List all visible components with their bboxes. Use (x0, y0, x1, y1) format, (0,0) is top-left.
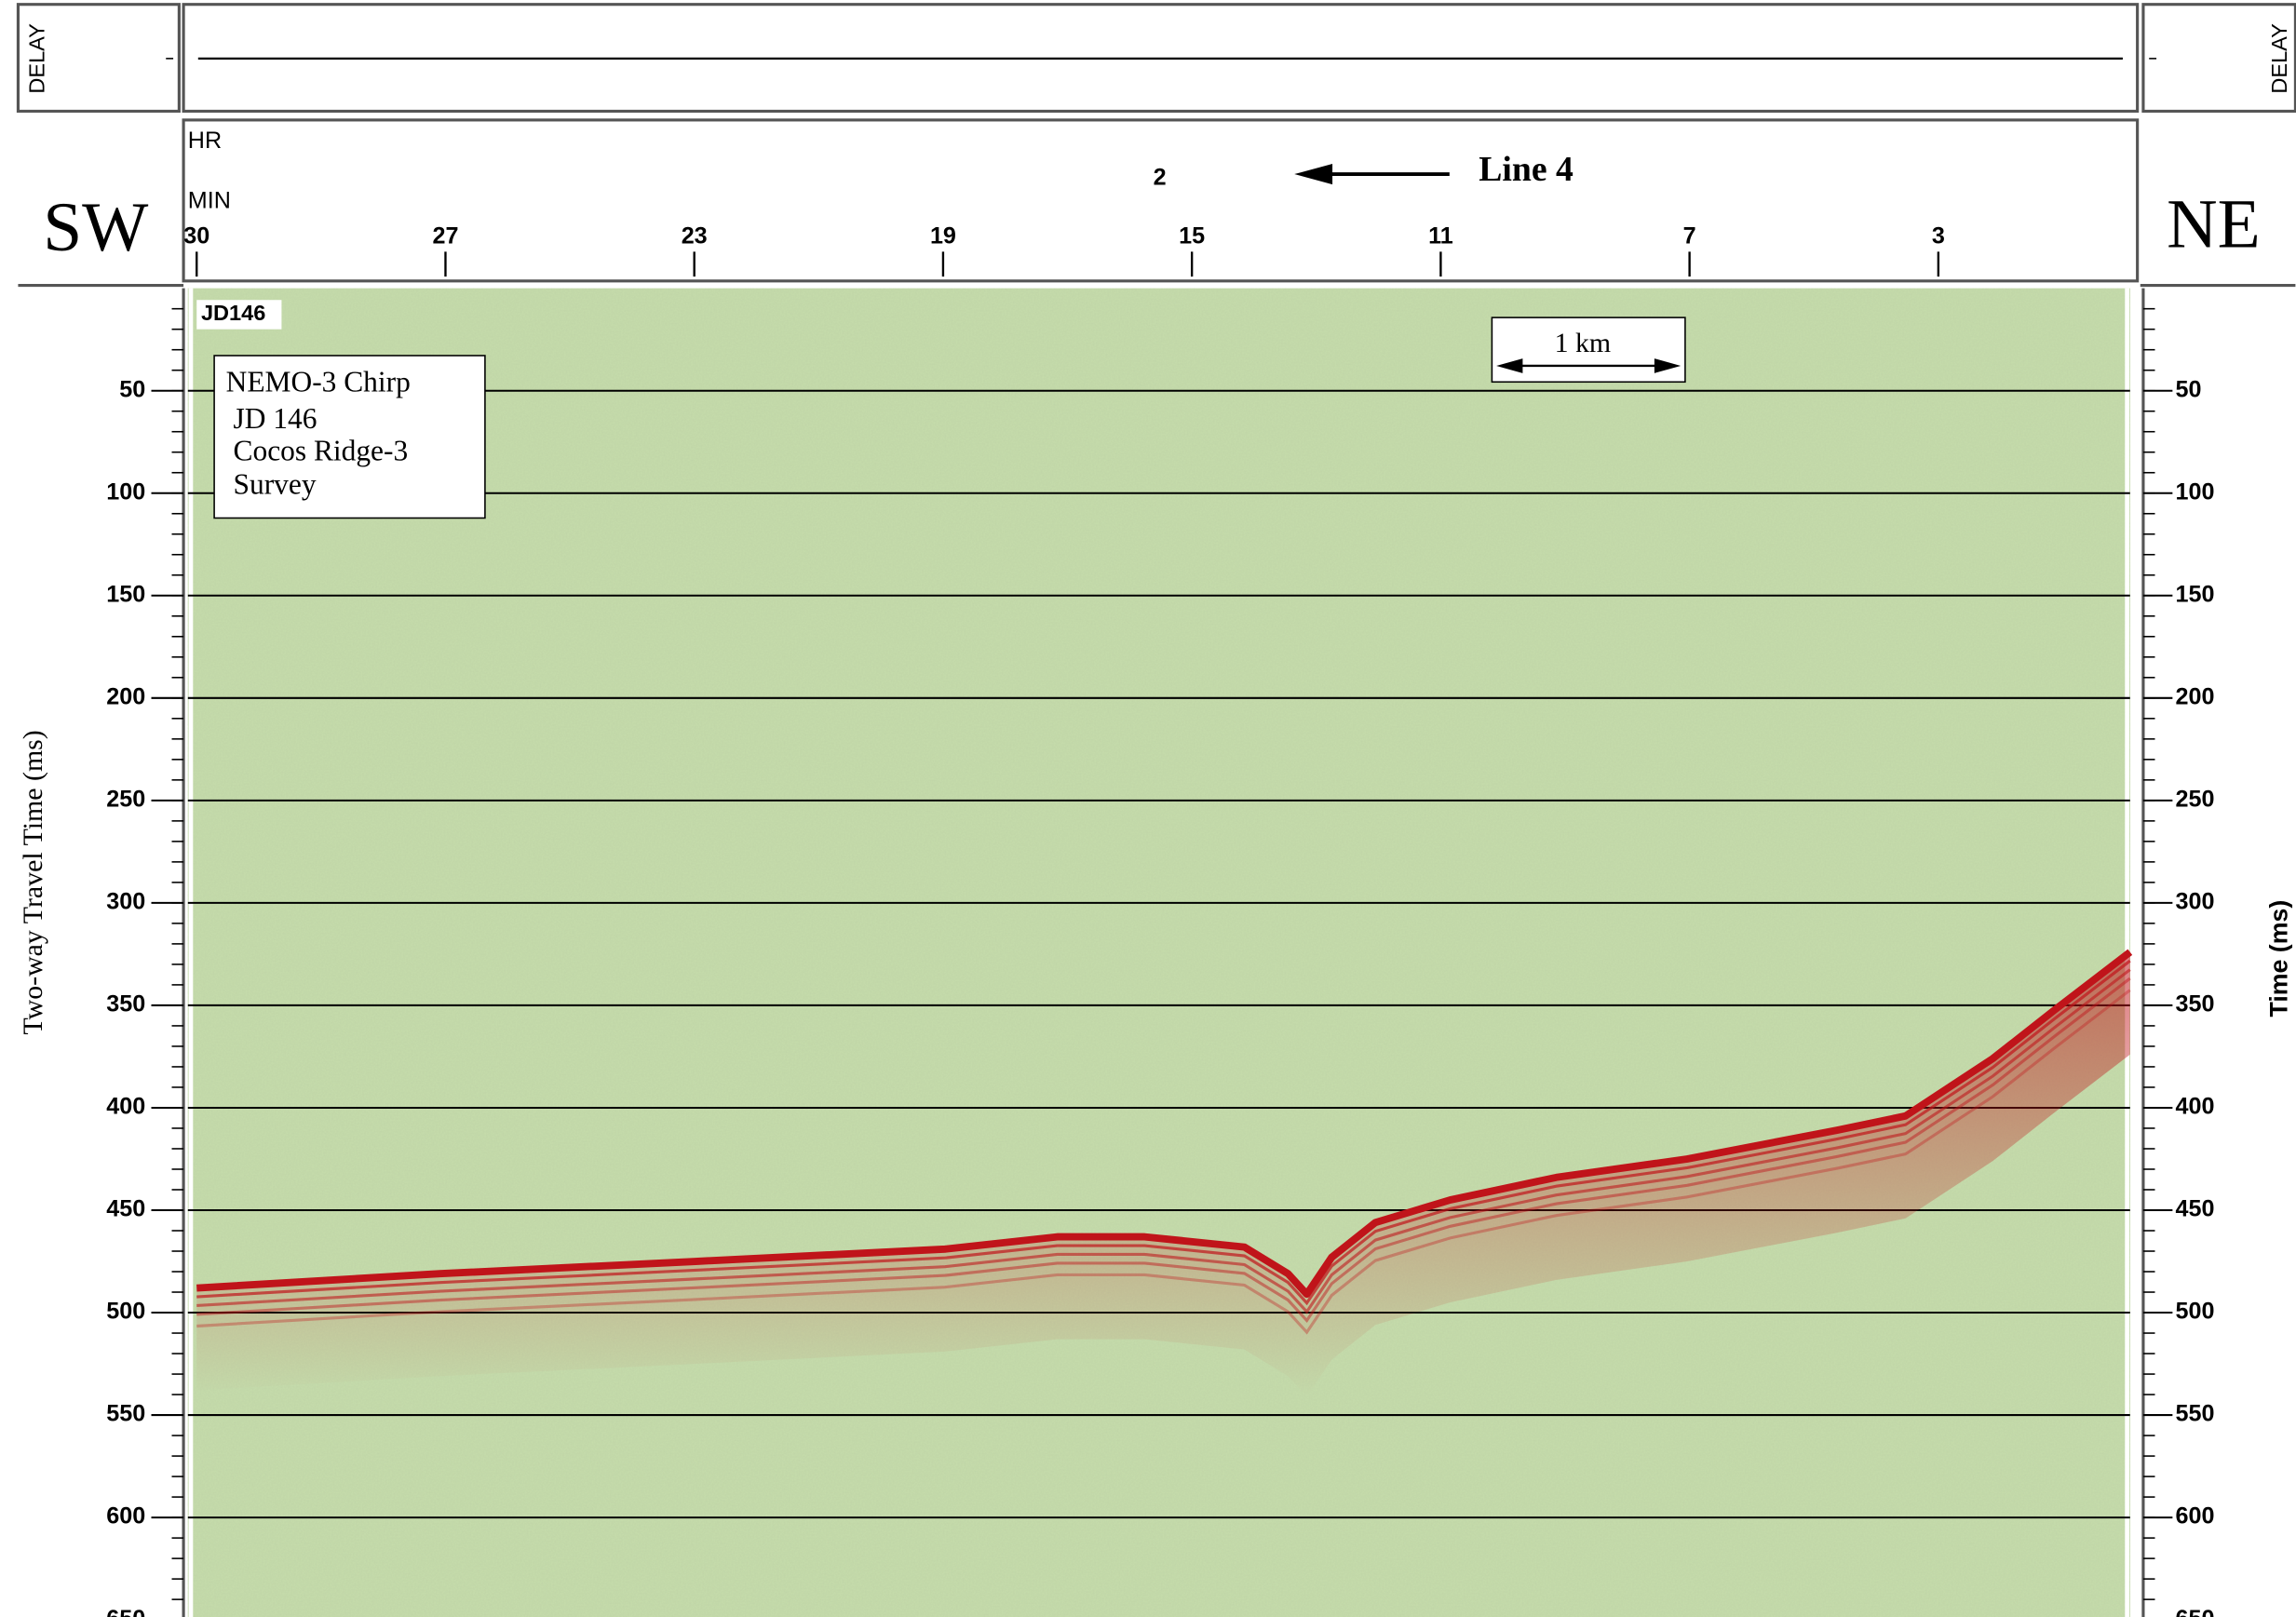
reflector-layer (196, 968, 2131, 1314)
panel-label-bg (196, 300, 282, 330)
y2-tick-label: 150 (2176, 581, 2215, 607)
minute-tick-label: 7 (1683, 222, 1696, 249)
delay-label: DELAY (25, 23, 49, 94)
delay-frame (2141, 3, 2296, 114)
y2-tick-label: 500 (2176, 1299, 2215, 1325)
plot-texture (187, 288, 2130, 1617)
y-tick-label: 100 (106, 478, 145, 505)
y2-tick-label: 100 (2176, 478, 2215, 505)
minute-tick-label: 11 (1428, 222, 1453, 249)
scale-bar-label: 1 km (1555, 328, 1612, 358)
minute-tick-label: 30 (183, 222, 209, 249)
reflector-layer (196, 977, 2131, 1324)
reflector (196, 949, 2133, 1299)
y2-tick-label: 400 (2176, 1094, 2215, 1120)
minute-tick-label: 23 (682, 222, 708, 249)
header-frame (182, 118, 2140, 283)
y-tick-label: 400 (106, 1094, 145, 1120)
scale-bar-arrow (1496, 358, 1523, 373)
y-tick-label: 200 (106, 683, 145, 709)
y-tick-label: 300 (106, 889, 145, 915)
y2-tick-label: 650 (2176, 1606, 2215, 1617)
line-label: Line 4 (1479, 150, 1573, 189)
y2-tick-label: 350 (2176, 991, 2215, 1017)
y-tick-label: 250 (106, 786, 145, 812)
hour-value: 2 (1154, 164, 1167, 190)
y-tick-label: 600 (106, 1503, 145, 1529)
minute-axis: 30 27 23 19 15 11 7 3 (183, 222, 1945, 277)
reflector-layer (196, 989, 2131, 1335)
info-box (213, 355, 486, 519)
axes: 50 50 100 100 150 150 200 200 250 250 300 300 350 350… (106, 288, 2215, 1617)
delay-frame (182, 3, 2140, 114)
y-tick-label: 550 (106, 1401, 145, 1427)
reflector-layer (196, 959, 2131, 1306)
y2-tick-label: 550 (2176, 1401, 2215, 1427)
hour-label: HR (188, 128, 222, 154)
scale-bar-box (1491, 317, 1686, 384)
y2-tick-label: 600 (2176, 1503, 2215, 1529)
y-tick-label: 500 (106, 1299, 145, 1325)
direction-arrowhead (1294, 164, 1333, 185)
y-axis-label: Two-way Travel Time (ms) (18, 730, 48, 1034)
minute-tick-label: 27 (432, 222, 458, 249)
minute-tick-label: 19 (930, 222, 956, 249)
panel-label: JD146 (201, 301, 265, 325)
direction-right: NE (2167, 186, 2261, 263)
minute-tick-label: 15 (1179, 222, 1205, 249)
y2-tick-label: 250 (2176, 786, 2215, 812)
delay-frame (16, 3, 181, 114)
minute-tick-label: 3 (1932, 222, 1945, 249)
scale-bar-arrow (1654, 358, 1681, 373)
y-tick-label: 650 (106, 1606, 145, 1617)
grid (187, 389, 2130, 1519)
reflector-group (196, 949, 2133, 1397)
minute-label: MIN (188, 188, 231, 214)
delay-label: DELAY (2267, 23, 2291, 94)
y-tick-label: 450 (106, 1196, 145, 1222)
y2-tick-label: 200 (2176, 683, 2215, 709)
y2-axis-label: Time (ms) (2265, 900, 2293, 1017)
direction-left: SW (43, 189, 149, 266)
y-tick-label: 350 (106, 991, 145, 1017)
y2-tick-label: 300 (2176, 889, 2215, 915)
y2-tick-label: 450 (2176, 1196, 2215, 1222)
reflector-halo (196, 951, 2130, 1397)
y-tick-label: 150 (106, 581, 145, 607)
y-tick-label: 50 (119, 376, 145, 402)
info-line: NEMO-3 Chirp (226, 366, 411, 398)
info-line: JD 146 (234, 402, 317, 435)
info-line: Survey (234, 468, 317, 501)
y2-tick-label: 50 (2176, 376, 2202, 402)
info-line: Cocos Ridge-3 (234, 435, 409, 467)
